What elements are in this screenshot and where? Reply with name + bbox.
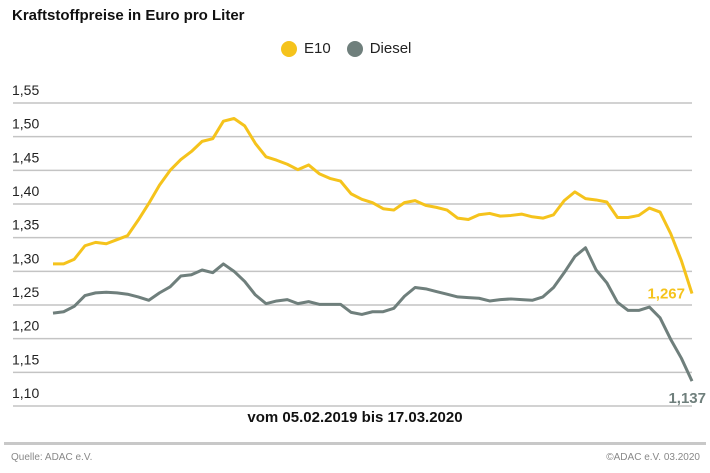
series-line-diesel [52, 246, 694, 382]
y-tick-label: 1,35 [12, 217, 39, 233]
y-tick-label: 1,20 [12, 318, 39, 334]
legend-item-diesel: Diesel [346, 40, 412, 57]
source-note: Quelle: ADAC e.V. [11, 452, 93, 463]
legend-label-diesel: Diesel [369, 40, 412, 57]
y-tick-label: 1,55 [12, 82, 39, 98]
y-tick-label: 1,40 [12, 183, 39, 199]
legend-swatch-e10 [281, 40, 297, 57]
copyright-note: ©ADAC e.V. 03.2020 [606, 452, 700, 463]
y-tick-label: 1,50 [12, 116, 39, 132]
footer-divider [4, 442, 706, 445]
legend-swatch-diesel [346, 40, 363, 57]
y-tick-label: 1,25 [12, 284, 39, 300]
y-tick-label: 1,30 [12, 250, 39, 266]
legend-item-e10: E10 [281, 40, 331, 57]
x-axis-label: vom 05.02.2019 bis 17.03.2020 [247, 409, 463, 426]
y-tick-label: 1,10 [12, 385, 39, 401]
legend: E10 Diesel [281, 40, 427, 57]
legend-label-e10: E10 [304, 40, 331, 57]
chart-title: Kraftstoffpreise in Euro pro Liter [12, 7, 245, 24]
y-tick-label: 1,15 [12, 351, 39, 367]
end-value-label-e10: 1,267 [647, 286, 685, 303]
end-value-label-diesel: 1,137 [668, 390, 706, 407]
y-tick-label: 1,45 [12, 149, 39, 165]
